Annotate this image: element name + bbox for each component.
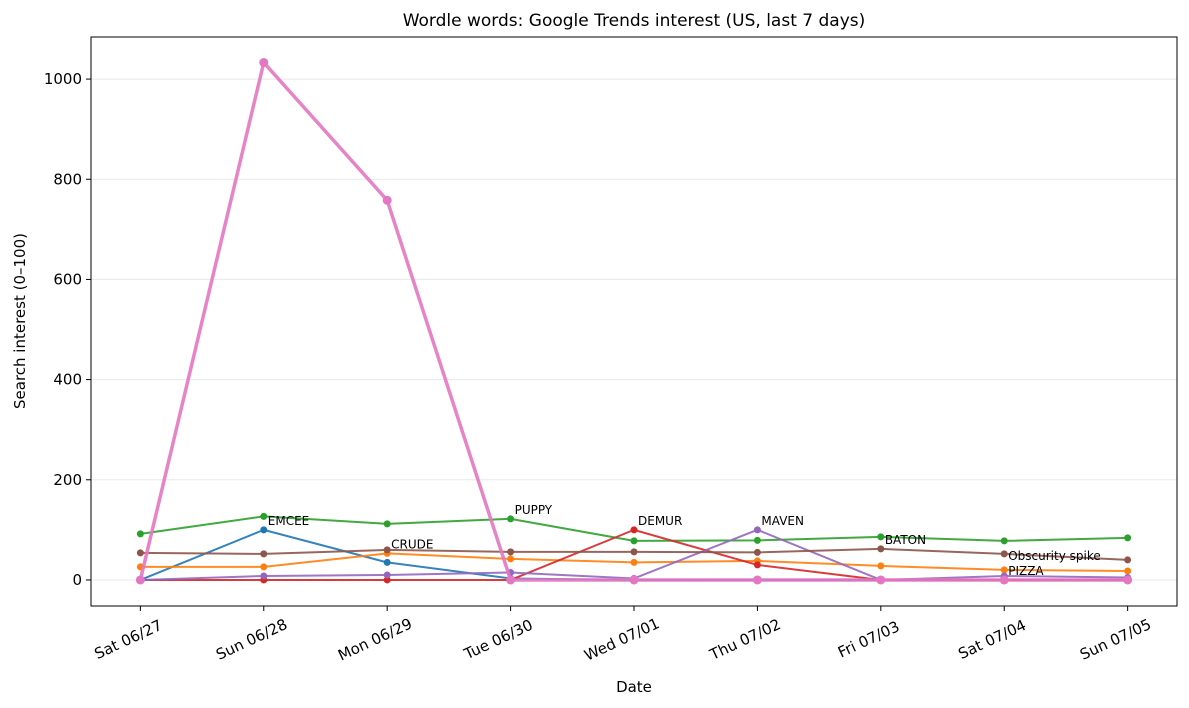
data-point — [877, 562, 885, 570]
data-point — [630, 548, 638, 556]
data-point — [383, 558, 391, 566]
y-axis-label: Search interest (0–100) — [11, 233, 29, 409]
y-tick-label: 200 — [53, 471, 82, 489]
data-point — [260, 550, 268, 558]
data-point — [260, 572, 268, 580]
data-point — [383, 571, 391, 579]
data-point — [1124, 567, 1132, 575]
data-point — [259, 58, 269, 68]
data-point — [260, 512, 268, 520]
plot-frame — [90, 36, 1178, 607]
annotation: CRUDE — [391, 537, 433, 551]
annotation: Obscurity spike — [1008, 549, 1101, 563]
data-point — [753, 526, 761, 534]
data-point — [382, 195, 392, 205]
data-point — [877, 545, 885, 553]
data-point — [1000, 550, 1008, 558]
data-point — [260, 563, 268, 571]
data-point — [1000, 537, 1008, 545]
y-tick-label: 400 — [53, 371, 82, 389]
annotation: PUPPY — [515, 503, 553, 517]
data-point — [877, 533, 885, 541]
chart-title: Wordle words: Google Trends interest (US… — [403, 11, 866, 31]
data-point — [506, 575, 516, 585]
data-point — [383, 546, 391, 554]
data-point — [630, 558, 638, 566]
data-point — [136, 549, 144, 557]
data-point — [136, 530, 144, 538]
annotation: EMCEE — [268, 514, 309, 528]
data-point — [630, 537, 638, 545]
annotation: DEMUR — [638, 514, 682, 528]
data-point — [752, 575, 762, 585]
data-point — [999, 575, 1009, 585]
annotation: MAVEN — [761, 514, 804, 528]
data-point — [383, 520, 391, 528]
data-point — [260, 526, 268, 534]
y-tick-label: 0 — [72, 571, 82, 589]
data-point — [135, 575, 145, 585]
data-point — [1123, 575, 1133, 585]
data-point — [753, 561, 761, 569]
data-point — [1124, 556, 1132, 564]
data-point — [753, 536, 761, 544]
data-point — [753, 548, 761, 556]
data-point — [383, 576, 391, 584]
y-tick-label: 600 — [53, 270, 82, 288]
data-point — [876, 575, 886, 585]
data-point — [1124, 534, 1132, 542]
y-tick-label: 800 — [53, 170, 82, 188]
x-axis-label: Date — [616, 678, 652, 696]
data-point — [629, 575, 639, 585]
y-tick-label: 1000 — [44, 70, 82, 88]
annotation: BATON — [885, 533, 926, 547]
data-point — [630, 526, 638, 534]
data-point — [507, 555, 515, 563]
annotation: PIZZA — [1008, 564, 1044, 578]
data-point — [507, 515, 515, 523]
data-point — [1000, 566, 1008, 574]
data-point — [507, 548, 515, 556]
